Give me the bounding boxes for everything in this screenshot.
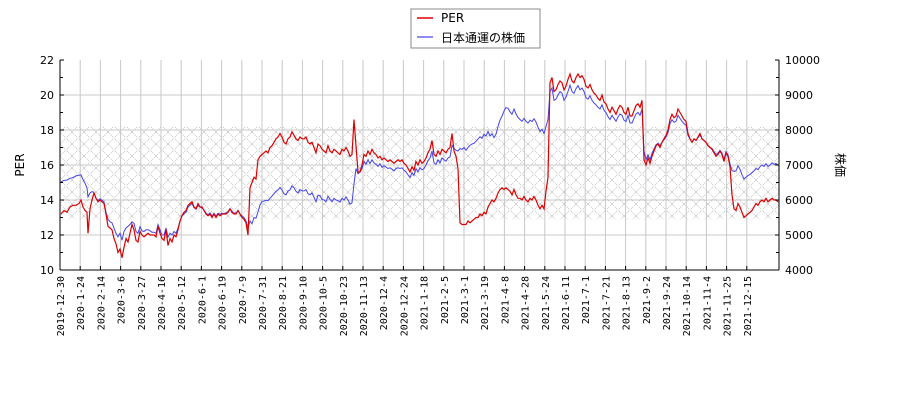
x-tick-label: 2021-5-24	[541, 276, 552, 330]
x-tick-label: 2020-10-5	[319, 276, 330, 330]
x-tick-label: 2020-7-9	[238, 276, 249, 324]
x-tick-label: 2021-7-1	[581, 276, 592, 324]
right-axis-title: 株価	[833, 153, 848, 177]
right-tick-label: 5000	[785, 229, 813, 242]
x-tick-label: 2021-10-14	[682, 276, 693, 336]
right-tick-label: 6000	[785, 194, 813, 207]
x-tick-label: 2020-4-16	[157, 276, 168, 330]
x-tick-label: 2020-8-21	[278, 276, 289, 330]
left-tick-label: 18	[40, 124, 54, 137]
right-tick-label: 7000	[785, 159, 813, 172]
x-tick-label: 2020-7-31	[258, 276, 269, 330]
x-tick-label: 2020-2-14	[96, 276, 107, 330]
legend-per-label: PER	[441, 11, 464, 25]
right-axis-ticks: 4000 5000 6000 7000 8000 9000 10000	[775, 54, 820, 277]
legend-box	[410, 8, 541, 49]
x-tick-label: 2020-10-23	[339, 276, 350, 336]
x-tick-label: 2020-5-12	[177, 276, 188, 330]
x-tick-label: 2021-4-28	[521, 276, 532, 330]
x-tick-label: 2020-9-10	[298, 276, 309, 330]
x-tick-label: 2021-12-15	[743, 276, 754, 336]
right-tick-label: 10000	[785, 54, 820, 67]
left-tick-label: 14	[40, 194, 54, 207]
left-axis-title: PER	[13, 153, 27, 176]
x-tick-label: 2021-6-11	[561, 276, 572, 330]
x-tick-label: 2020-12-4	[379, 276, 390, 330]
x-tick-label: 2021-3-19	[480, 276, 491, 330]
x-tick-label: 2020-11-13	[359, 276, 370, 336]
hatched-band	[60, 126, 779, 220]
x-tick-label: 2021-11-4	[702, 276, 713, 330]
right-tick-label: 4000	[785, 264, 813, 277]
left-tick-label: 16	[40, 159, 54, 172]
left-axis-ticks: 10 12 14 16 18 20 22	[40, 54, 64, 277]
left-tick-label: 12	[40, 229, 54, 242]
x-tick-label: 2021-7-21	[601, 276, 612, 330]
left-tick-label: 10	[40, 264, 54, 277]
right-tick-label: 9000	[785, 89, 813, 102]
x-tick-label: 2020-6-1	[197, 276, 208, 324]
x-tick-label: 2020-6-19	[218, 276, 229, 330]
x-tick-label: 2020-3-6	[117, 276, 128, 324]
x-tick-label: 2020-12-24	[399, 276, 410, 336]
gridlines	[60, 60, 779, 270]
x-tick-label: 2021-3-1	[460, 276, 471, 324]
x-tick-label: 2021-11-25	[723, 276, 734, 336]
right-tick-label: 8000	[785, 124, 813, 137]
x-tick-label: 2021-9-2	[642, 276, 653, 324]
x-tick-label: 2021-1-18	[420, 276, 431, 330]
x-tick-label: 2021-9-24	[662, 276, 673, 330]
x-tick-label: 2020-3-27	[137, 276, 148, 330]
x-tick-label: 2021-8-13	[622, 276, 633, 330]
left-tick-label: 22	[40, 54, 54, 67]
left-tick-label: 20	[40, 89, 54, 102]
x-tick-label: 2021-2-5	[440, 276, 451, 324]
legend-price-label: 日本通運の株価	[441, 30, 525, 45]
per-line	[60, 72, 779, 258]
legend: PER 日本通運の株価	[410, 8, 541, 49]
x-tick-label: 2021-4-8	[500, 276, 511, 324]
x-tick-label: 2020-1-24	[76, 276, 87, 330]
x-tick-label: 2019-12-30	[56, 276, 67, 336]
x-axis-ticks: 2019-12-30 2020-1-24 2020-2-14 2020-3-6 2020…	[56, 266, 754, 336]
